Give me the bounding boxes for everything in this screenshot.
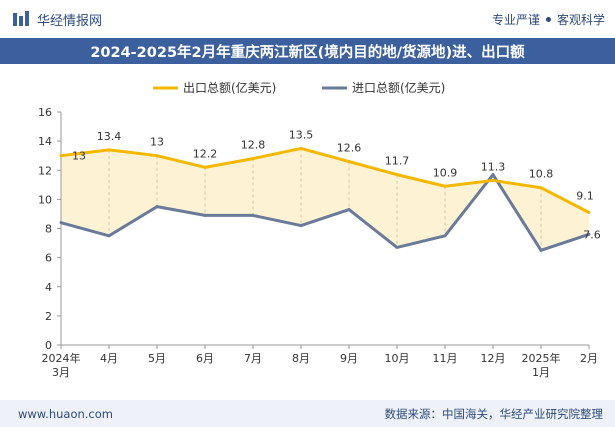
legend-label-import: 进口总额(亿美元) — [352, 80, 445, 95]
point-import — [395, 245, 399, 249]
data-label-export: 13 — [150, 136, 164, 149]
point-export — [587, 210, 591, 214]
y-tick-label: 10 — [38, 193, 52, 206]
y-tick-label: 12 — [38, 164, 52, 177]
point-import — [107, 234, 111, 238]
point-import — [539, 248, 543, 252]
x-tick-label: 6月 — [196, 352, 214, 365]
legend-label-export: 出口总额(亿美元) — [183, 80, 276, 95]
data-label-export: 11.3 — [481, 160, 506, 173]
x-tick-label: 9月 — [340, 352, 358, 365]
x-tick-label: 1月 — [532, 366, 550, 379]
tagline-right: 客观科学 — [556, 12, 605, 27]
point-import — [59, 221, 63, 225]
tagline-left: 专业严谨 — [491, 12, 540, 27]
point-export — [203, 165, 207, 169]
x-tick-label: 5月 — [148, 352, 166, 365]
point-export — [347, 160, 351, 164]
point-export — [539, 186, 543, 190]
x-tick-label: 3月 — [52, 366, 70, 379]
footer-source: 数据来源：中国海关，华经产业研究院整理 — [384, 406, 604, 421]
data-label-export: 12.2 — [193, 147, 218, 160]
y-tick-label: 6 — [45, 252, 52, 265]
data-label-export: 10.9 — [433, 166, 458, 179]
y-tick-label: 4 — [45, 281, 52, 294]
line-chart: 出口总额(亿美元) 进口总额(亿美元) 0 2 4 6 8 10 12 14 16 2024年3月… — [38, 80, 601, 379]
bullet-icon — [545, 16, 551, 22]
brand-name: 华经情报网 — [37, 13, 103, 29]
x-tick-label: 2025年 — [522, 351, 561, 365]
data-label-export: 12.6 — [337, 142, 362, 155]
tagline: 专业严谨 客观科学 — [492, 11, 605, 28]
chart-title: 2024-2025年2月年重庆两江新区(境内目的地/货源地)进、出口额 — [0, 38, 615, 64]
point-export — [491, 178, 495, 182]
x-tick-label: 2月 — [580, 352, 598, 365]
point-import — [587, 232, 591, 236]
series-line-export — [60, 146, 590, 214]
point-import — [347, 208, 351, 212]
y-tick-label: 8 — [45, 223, 52, 236]
data-label-export: 11.7 — [385, 155, 410, 168]
point-import — [299, 224, 303, 228]
point-export — [299, 146, 303, 150]
x-tick-label: 10月 — [385, 352, 410, 365]
x-tick-label: 12月 — [481, 352, 506, 365]
point-export — [59, 154, 63, 158]
point-import — [443, 234, 447, 238]
x-tick-label: 11月 — [433, 352, 458, 365]
data-label-export: 13 — [72, 150, 86, 163]
legend: 出口总额(亿美元) 进口总额(亿美元) — [153, 80, 445, 95]
data-label-export: 12.8 — [241, 139, 266, 152]
footer-website: www.huaon.com — [18, 406, 113, 421]
point-export — [107, 148, 111, 152]
data-label-import: 7.6 — [583, 228, 601, 241]
y-tick-label: 2 — [45, 310, 52, 323]
area-between-series — [61, 148, 589, 251]
data-label-export: 13.4 — [97, 130, 122, 143]
point-export — [155, 154, 159, 158]
y-tick-label: 14 — [38, 135, 52, 148]
point-import — [491, 173, 495, 177]
x-tick-label: 7月 — [244, 352, 262, 365]
brand: 华经情报网 — [12, 10, 102, 29]
x-tick-label: 4月 — [100, 352, 118, 365]
x-tick-label: 2024年 — [42, 351, 81, 365]
y-tick-label: 0 — [45, 339, 52, 352]
y-tick-label: 16 — [38, 106, 52, 119]
point-import — [155, 205, 159, 209]
point-export — [251, 157, 255, 161]
logo-icon — [13, 11, 29, 26]
data-label-export: 9.1 — [576, 189, 594, 202]
data-label-export: 13.5 — [289, 128, 314, 141]
series-line-import — [60, 173, 590, 252]
point-export — [395, 173, 399, 177]
top-bar: 华经情报网 专业严谨 客观科学 — [0, 0, 615, 38]
point-export — [443, 184, 447, 188]
data-label-export: 10.8 — [529, 168, 554, 181]
point-import — [203, 213, 207, 217]
point-import — [251, 213, 255, 217]
footer: www.huaon.com 数据来源：中国海关，华经产业研究院整理 — [0, 400, 615, 427]
x-tick-label: 8月 — [292, 352, 310, 365]
